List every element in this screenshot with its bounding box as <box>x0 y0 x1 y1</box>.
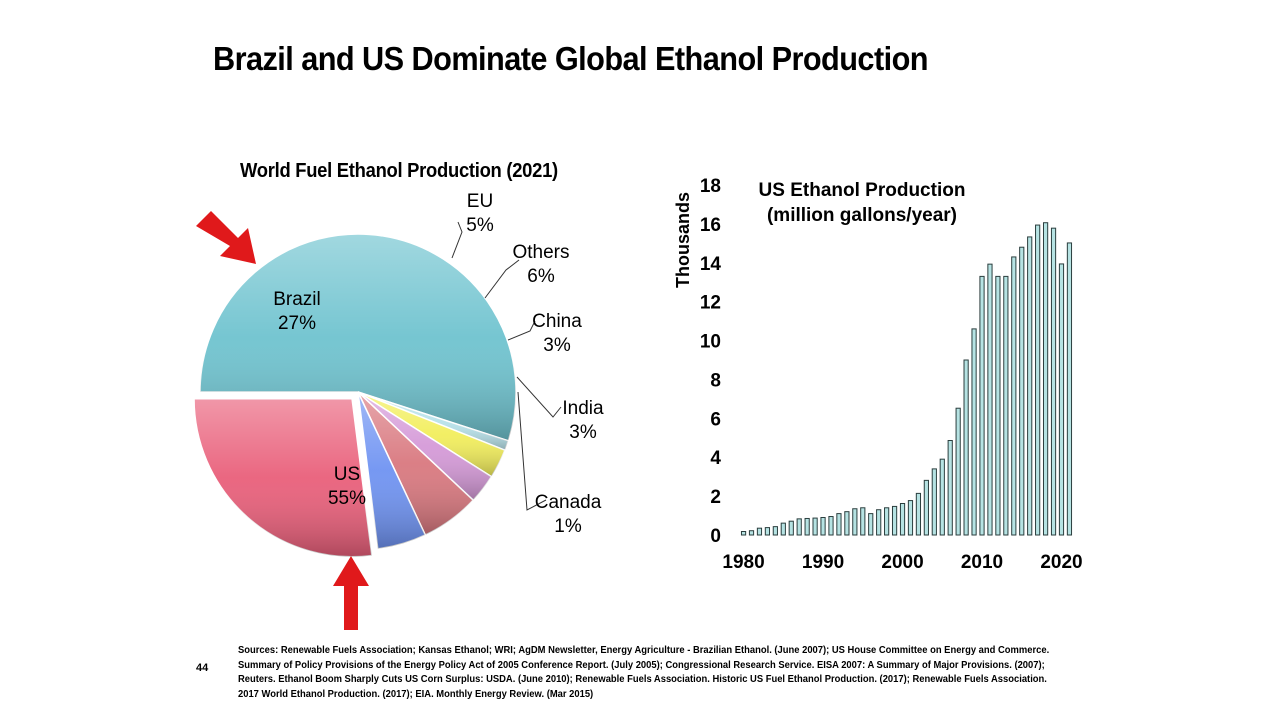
pie-label-brazil: Brazil <box>273 289 321 310</box>
y-tick-label-0: 0 <box>710 526 721 547</box>
y-tick-label-18: 18 <box>700 176 721 197</box>
bar-1990 <box>820 517 826 536</box>
bar-chart-subtitle: (million gallons/year) <box>767 205 957 226</box>
bar-2008 <box>963 359 969 536</box>
pie-label-china: China <box>532 311 582 332</box>
slide-title: Brazil and US Dominate Global Ethanol Pr… <box>213 40 929 77</box>
bar-2004 <box>931 468 937 536</box>
y-tick-label-16: 16 <box>700 215 721 236</box>
bar-1998 <box>884 507 890 536</box>
pie-value-brazil: 27% <box>278 313 316 334</box>
bar-2010 <box>979 275 985 536</box>
bar-2014 <box>1011 256 1017 536</box>
pie-slice-brazil-shade <box>194 398 372 557</box>
pie-leader-line-china <box>507 320 536 341</box>
bar-2018 <box>1042 222 1049 536</box>
bar-1995 <box>860 507 866 536</box>
bar-1983 <box>764 527 771 536</box>
bar-1985 <box>780 522 786 536</box>
x-tick-label-1980: 1980 <box>722 552 764 573</box>
bar-2012 <box>995 275 1001 536</box>
bar-1999 <box>891 505 898 536</box>
pie-value-india: 3% <box>569 422 597 443</box>
bar-2011 <box>987 263 993 536</box>
pie-value-others: 6% <box>527 266 555 287</box>
pie-label-eu: EU <box>467 191 493 212</box>
bar-1997 <box>876 509 882 536</box>
bar-1982 <box>756 527 763 536</box>
bar-2003 <box>923 479 929 536</box>
bar-2005 <box>939 458 945 536</box>
bar-1980 <box>740 531 747 536</box>
pie-chart-title: World Fuel Ethanol Production (2021) <box>240 160 558 182</box>
bar-chart-title: US Ethanol Production <box>759 180 966 201</box>
pie-value-china: 3% <box>543 335 571 356</box>
pie-value-canada: 1% <box>554 516 582 537</box>
x-tick-label-2010: 2010 <box>961 552 1003 573</box>
bar-1988 <box>804 517 810 536</box>
bar-1993 <box>844 511 850 536</box>
bar-2013 <box>1003 275 1009 536</box>
bar-2016 <box>1027 236 1033 536</box>
bar-2001 <box>907 500 914 536</box>
bar-1996 <box>868 513 874 536</box>
arrow-brazil-icon <box>196 211 256 264</box>
pie-leader-line-canada <box>517 391 547 511</box>
pie-leader-line-others <box>484 259 520 299</box>
pie-value-us: 55% <box>328 488 366 509</box>
y-tick-label-14: 14 <box>700 254 722 275</box>
bar-1992 <box>836 513 842 536</box>
bar-chart-ylabel: Thousands <box>673 192 693 288</box>
bar-1987 <box>796 518 802 536</box>
pie-label-us: US <box>334 464 360 485</box>
bar-2019 <box>1050 227 1057 536</box>
y-tick-label-2: 2 <box>710 487 721 508</box>
pie-label-canada: Canada <box>535 492 602 513</box>
pie-slice-china-shade <box>358 392 492 501</box>
bar-2015 <box>1019 246 1025 536</box>
bar-2009 <box>971 328 977 536</box>
y-tick-label-4: 4 <box>710 448 721 469</box>
pie-slice-others-shade <box>358 392 474 535</box>
pie-leader-line-india <box>516 376 562 418</box>
bar-2002 <box>915 492 922 536</box>
bar-2007 <box>955 407 961 536</box>
bar-2000 <box>899 503 906 536</box>
bar-2006 <box>947 440 953 536</box>
pie-slice-us-shade <box>200 234 516 441</box>
pie-label-india: India <box>562 398 604 419</box>
pie-slice-india-shade <box>358 392 505 477</box>
y-tick-label-10: 10 <box>700 332 721 353</box>
x-tick-label-1990: 1990 <box>802 552 844 573</box>
bar-1991 <box>828 516 834 536</box>
sources-footnote: Sources: Renewable Fuels Association; Ka… <box>238 645 1050 700</box>
pie-leader-line-eu <box>451 221 463 259</box>
bar-1981 <box>748 530 755 536</box>
pie-slice-eu-shade <box>358 392 426 549</box>
bar-1986 <box>788 520 794 536</box>
y-tick-label-8: 8 <box>710 370 721 391</box>
page-number: 44 <box>196 662 209 674</box>
bar-1989 <box>812 517 818 536</box>
bar-2020 <box>1058 263 1065 536</box>
bar-1994 <box>852 508 858 536</box>
y-tick-label-12: 12 <box>700 293 721 314</box>
x-tick-label-2000: 2000 <box>881 552 923 573</box>
arrow-us-icon <box>333 556 369 630</box>
bar-2021 <box>1066 242 1073 536</box>
y-tick-label-6: 6 <box>710 409 721 430</box>
pie-value-eu: 5% <box>466 215 494 236</box>
bar-1984 <box>772 526 778 536</box>
x-tick-label-2020: 2020 <box>1040 552 1082 573</box>
pie-label-others: Others <box>512 242 569 263</box>
bar-2017 <box>1035 224 1041 536</box>
